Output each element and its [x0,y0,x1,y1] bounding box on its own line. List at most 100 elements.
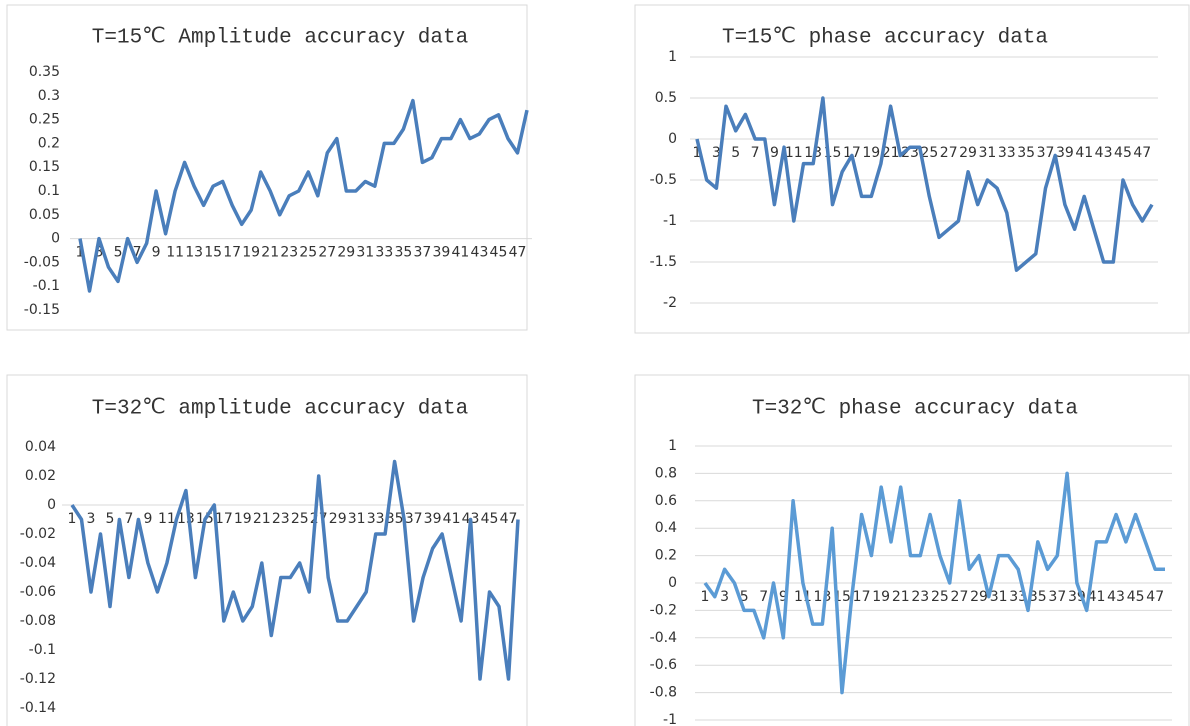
x-tick-label: 9 [770,145,779,161]
x-tick-label: 43 [471,245,489,261]
x-tick-label: 39 [432,245,450,261]
x-tick-label: 39 [1056,145,1074,161]
x-tick-label: 1 [693,145,702,161]
x-tick-label: 31 [348,511,366,527]
y-tick-label: -0.1 [29,642,56,658]
x-tick-label: 1 [68,511,77,527]
x-tick-label: 43 [1107,589,1125,605]
y-tick-label: -0.15 [24,302,60,318]
y-tick-label: -1 [663,213,677,229]
y-tick-label: 0.3 [38,88,60,104]
y-tick-label: 0.35 [29,64,60,80]
x-tick-label: 41 [1075,145,1093,161]
x-tick-label: 19 [862,145,880,161]
y-tick-label: 0.4 [655,520,677,536]
x-tick-label: 25 [931,589,949,605]
y-tick-label: -0.6 [650,657,677,673]
x-tick-label: 25 [291,511,309,527]
data-line [78,98,529,293]
y-tick-label: 0.8 [655,465,677,481]
x-tick-label: 5 [731,145,740,161]
y-tick-label: 0 [668,131,677,147]
x-tick-label: 21 [253,511,271,527]
y-tick-label: -0.4 [650,630,677,646]
y-tick-label: -0.2 [650,602,677,618]
chart-title: T=15℃ phase accuracy data [722,27,1048,50]
x-tick-label: 45 [1127,589,1145,605]
y-tick-label: 0.6 [655,493,677,509]
y-tick-label: 1 [668,438,677,454]
x-tick-label: 35 [394,245,412,261]
x-tick-label: 23 [272,511,290,527]
y-tick-label: 0.5 [655,90,677,106]
x-tick-label: 25 [920,145,938,161]
x-tick-label: 5 [740,589,749,605]
x-tick-label: 45 [1114,145,1132,161]
x-tick-label: 7 [133,245,142,261]
x-tick-label: 1 [701,589,710,605]
chart-panel [634,374,1190,726]
x-tick-label: 3 [95,245,104,261]
x-tick-label: 15 [204,245,222,261]
x-tick-label: 21 [261,245,279,261]
x-tick-label: 47 [509,245,527,261]
x-tick-label: 33 [375,245,393,261]
y-tick-label: 0.04 [25,439,56,455]
x-tick-label: 19 [872,589,890,605]
x-tick-label: 5 [114,245,123,261]
y-tick-label: -0.12 [20,671,56,687]
x-tick-label: 47 [1133,145,1151,161]
y-tick-label: 0 [47,497,56,513]
y-tick-label: 0.2 [38,135,60,151]
x-tick-label: 35 [1017,145,1035,161]
y-tick-label: -0.08 [20,613,56,629]
x-tick-label: 33 [998,145,1016,161]
data-line [70,459,520,681]
y-tick-label: -0.5 [650,172,677,188]
x-tick-label: 23 [280,245,298,261]
x-tick-label: 25 [299,245,317,261]
chart-title: T=32℃ amplitude accuracy data [92,398,468,421]
x-tick-label: 47 [1146,589,1164,605]
y-tick-label: 0.25 [29,112,60,128]
x-tick-label: 1 [76,245,85,261]
y-tick-label: -1 [663,712,677,726]
x-tick-label: 13 [814,589,832,605]
x-tick-label: 11 [158,511,176,527]
x-tick-label: 17 [223,245,241,261]
y-tick-label: -0.05 [24,254,60,270]
y-tick-label: 0.15 [29,159,60,175]
x-tick-label: 9 [143,511,152,527]
y-tick-label: 0.2 [655,548,677,564]
y-tick-label: -0.04 [20,555,56,571]
x-tick-label: 41 [443,511,461,527]
x-tick-label: 29 [970,589,988,605]
x-tick-label: 37 [1037,145,1055,161]
chart-title: T=32℃ phase accuracy data [752,398,1078,421]
x-tick-label: 35 [386,511,404,527]
x-tick-label: 17 [853,589,871,605]
x-tick-label: 9 [779,589,788,605]
x-tick-label: 43 [1095,145,1113,161]
data-line [695,96,1154,272]
chart-panel [634,4,1190,334]
x-tick-label: 27 [318,245,336,261]
x-tick-label: 27 [951,589,969,605]
y-tick-label: 0 [51,231,60,247]
y-tick-label: 0.1 [38,183,60,199]
y-tick-label: -0.8 [650,685,677,701]
x-tick-label: 31 [979,145,997,161]
x-tick-label: 39 [424,511,442,527]
x-tick-label: 35 [1029,589,1047,605]
y-tick-label: -0.14 [20,700,56,716]
y-tick-label: 0.05 [29,207,60,223]
chart-panel [6,4,528,331]
x-tick-label: 17 [215,511,233,527]
y-tick-label: -1.5 [650,254,677,270]
x-tick-label: 29 [959,145,977,161]
x-tick-label: 9 [152,245,161,261]
x-tick-label: 33 [367,511,385,527]
y-tick-label: -0.06 [20,584,56,600]
x-tick-label: 13 [185,245,203,261]
